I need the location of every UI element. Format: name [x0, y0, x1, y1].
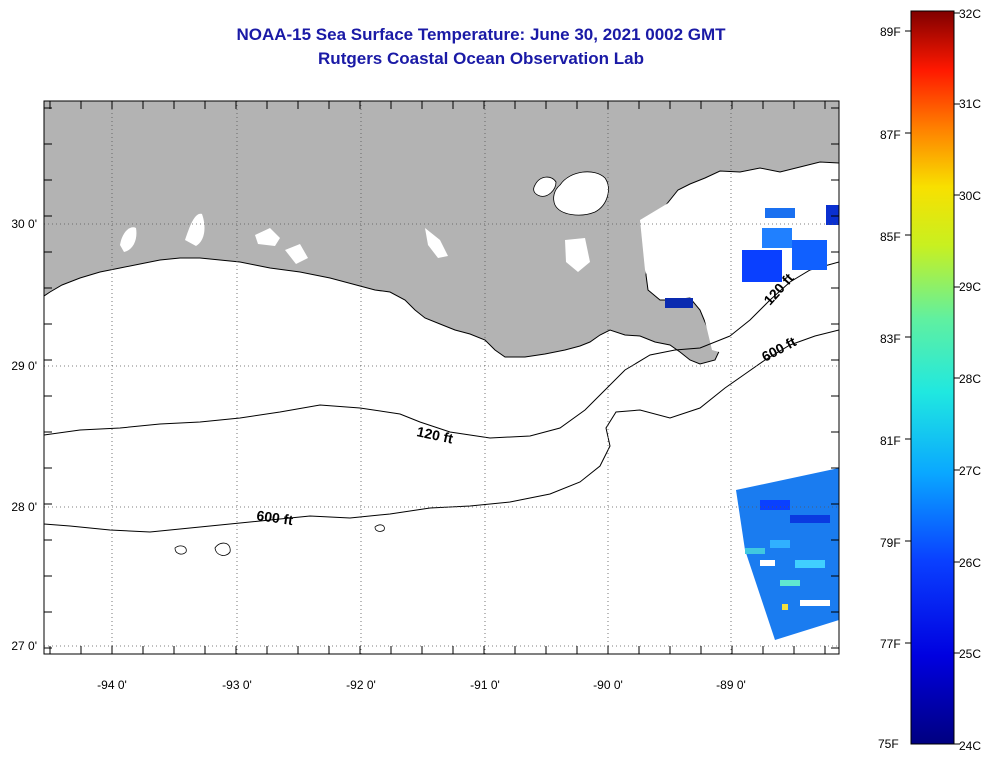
- lon-label: -89 0': [716, 678, 746, 692]
- colorbar-f-label: 87F: [880, 128, 901, 142]
- colorbar-f-label: 85F: [880, 230, 901, 244]
- contour-600ft-west: [44, 329, 839, 533]
- colorbar-c-label: 31C: [959, 97, 981, 111]
- white-patch-5: [425, 228, 448, 258]
- colorbar-f-label: 81F: [880, 434, 901, 448]
- lat-label: 28 0': [11, 500, 37, 514]
- contour-120ft-west: [44, 335, 731, 439]
- contour-label: 600 ft: [256, 507, 295, 528]
- colorbar-c-label: 30C: [959, 189, 981, 203]
- lat-label: 29 0': [11, 359, 37, 373]
- colorbar-c-label: 26C: [959, 556, 981, 570]
- colorbar-f-label: 75F: [878, 737, 899, 751]
- colorbar-c-label: 25C: [959, 647, 981, 661]
- map-title: NOAA-15 Sea Surface Temperature: June 30…: [236, 25, 726, 44]
- lon-label: -92 0': [346, 678, 376, 692]
- white-patch-3: [255, 228, 280, 246]
- contour-fragment: [174, 524, 385, 556]
- white-patch-2: [185, 213, 205, 246]
- map-subtitle: Rutgers Coastal Ocean Observation Lab: [318, 49, 644, 68]
- sst-swath-east: [665, 205, 839, 308]
- graticule: [44, 101, 839, 654]
- white-patch-6: [565, 238, 590, 272]
- lat-label: 27 0': [11, 639, 37, 653]
- white-patch-1: [120, 227, 137, 252]
- colorbar-f-label: 89F: [880, 25, 901, 39]
- lon-label: -90 0': [593, 678, 623, 692]
- lon-label: -93 0': [222, 678, 252, 692]
- white-patch-4: [285, 244, 308, 264]
- white-patch-8: [700, 268, 839, 355]
- colorbar-f-label: 77F: [880, 637, 901, 651]
- colorbar: [910, 10, 955, 745]
- lake-pontchartrain: [553, 171, 609, 216]
- colorbar-c-label: 28C: [959, 372, 981, 386]
- lon-label: -94 0': [97, 678, 127, 692]
- colorbar-c-label: 27C: [959, 464, 981, 478]
- colorbar-c-label: 29C: [959, 280, 981, 294]
- map-frame: [43, 100, 840, 655]
- sst-swath-southeast: [736, 468, 839, 640]
- colorbar-c-label: 24C: [959, 739, 981, 753]
- colorbar-f-label: 79F: [880, 536, 901, 550]
- lat-label: 30 0': [11, 217, 37, 231]
- lon-label: -91 0': [470, 678, 500, 692]
- contour-label: 120 ft: [415, 423, 454, 446]
- colorbar-c-label: 32C: [959, 7, 981, 21]
- lake-maurepas: [533, 176, 557, 197]
- colorbar-f-label: 83F: [880, 332, 901, 346]
- white-patch-7: [640, 176, 800, 290]
